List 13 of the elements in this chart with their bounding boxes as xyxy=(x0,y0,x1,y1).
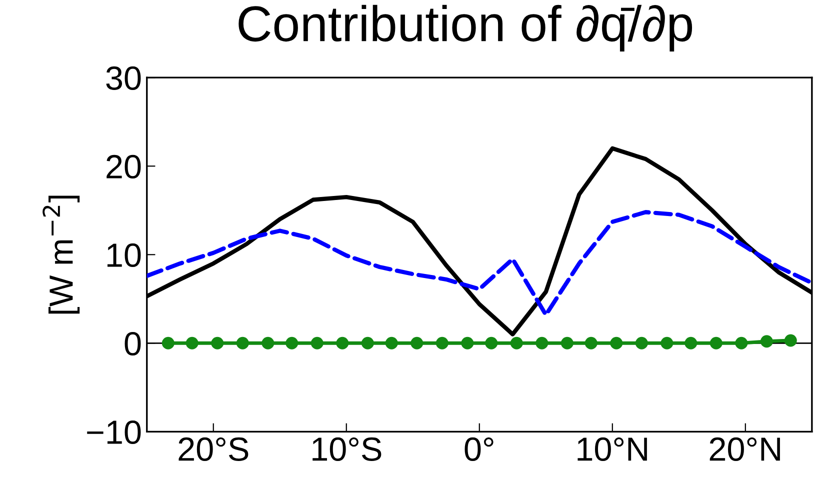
y-tick-label: −10 xyxy=(87,420,141,444)
x-tick-label: 0° xyxy=(464,437,494,461)
x-tick-label: 20°N xyxy=(710,437,780,461)
y-tick-label: 20 xyxy=(106,154,141,179)
chart-title: Contribution of ∂q̄/∂p xyxy=(238,4,692,52)
y-axis-title: [W m$^{−2}$] xyxy=(42,196,80,314)
y-tick-label: 0 xyxy=(124,332,141,356)
x-tick-label: 10°S xyxy=(312,437,382,461)
y-tick-label: 10 xyxy=(107,243,141,268)
x-tick-label: 10°N xyxy=(578,437,647,461)
x-tick-label: 20°S xyxy=(178,437,248,461)
line-series xyxy=(146,210,812,317)
y-tick-label: 30 xyxy=(106,66,141,90)
